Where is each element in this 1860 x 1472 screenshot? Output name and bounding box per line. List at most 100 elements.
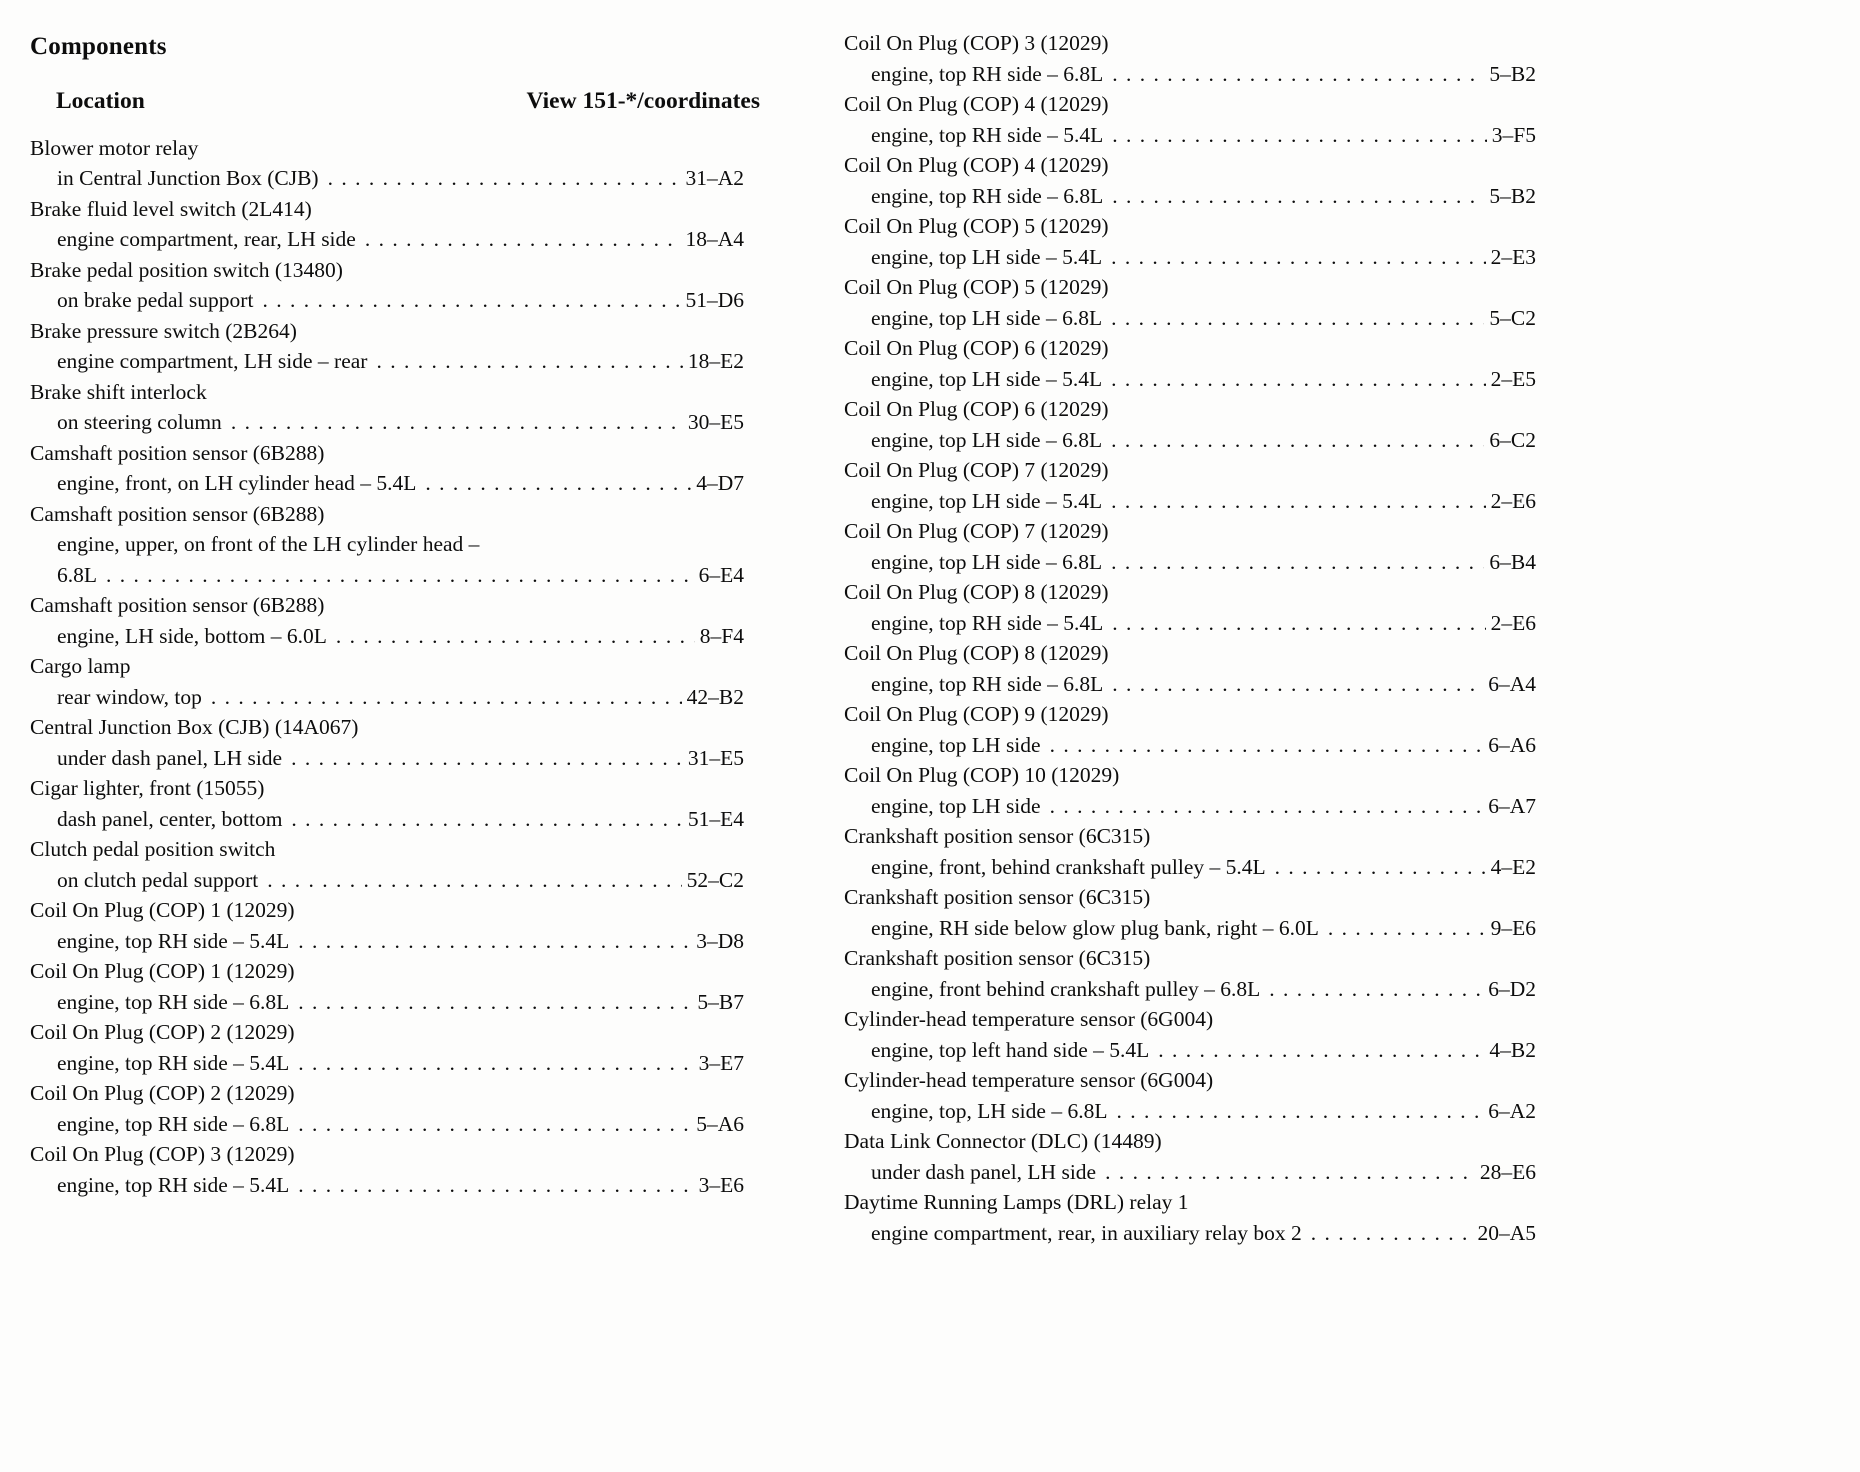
dot-leader: [1112, 59, 1484, 90]
coordinate-value: 4–E2: [1490, 854, 1536, 879]
component-locations: engine, top RH side – 5.4L 3–E7: [30, 1048, 744, 1079]
location-text: engine, top LH side – 6.8L: [871, 305, 1103, 330]
dot-leader: [1112, 120, 1486, 151]
component-entry: Coil On Plug (COP) 5 (12029) engine, top…: [844, 272, 1536, 333]
coordinate-value: 2–E5: [1490, 366, 1536, 391]
location-line: engine, top RH side – 5.4L 2–E6: [844, 608, 1536, 639]
component-name: Coil On Plug (COP) 6 (12029): [844, 397, 1109, 421]
coordinate-value: 31–A2: [685, 166, 744, 190]
location-text: engine compartment, rear, in auxiliary r…: [871, 1220, 1302, 1245]
component-entry: Coil On Plug (COP) 8 (12029) engine, top…: [844, 577, 1536, 638]
location-text: engine, top RH side – 6.8L: [871, 183, 1104, 208]
component-entry: Coil On Plug (COP) 7 (12029) engine, top…: [844, 516, 1536, 577]
location-text: engine, LH side, bottom – 6.0L: [57, 623, 327, 648]
location-line: engine, top RH side – 5.4L 3–E7: [30, 1048, 744, 1079]
location-line: engine, top LH side – 6.8L 6–B4: [844, 547, 1536, 578]
location-text: engine, RH side below glow plug bank, ri…: [871, 915, 1319, 940]
location-text: engine, top LH side – 5.4L: [871, 244, 1103, 269]
location-line: engine, top RH side – 6.8L 5–B2: [844, 181, 1536, 212]
component-name: Camshaft position sensor (6B288): [30, 501, 325, 526]
component-entry: Coil On Plug (COP) 8 (12029) engine, top…: [844, 638, 1536, 699]
component-entry: Brake fluid level switch (2L414) engine …: [30, 194, 744, 255]
component-locations: engine compartment, rear, in auxiliary r…: [844, 1218, 1536, 1249]
component-locations: engine compartment, LH side – rear 18–E2: [30, 346, 744, 377]
component-locations: in Central Junction Box (CJB) 31–A2: [30, 163, 744, 194]
coordinate-value: 6–A7: [1488, 793, 1536, 818]
component-entry: Crankshaft position sensor (6C315) engin…: [844, 821, 1536, 882]
dot-leader: [1158, 1035, 1484, 1066]
component-entry: Coil On Plug (COP) 2 (12029) engine, top…: [30, 1078, 744, 1139]
coordinate-value: 6–C2: [1489, 427, 1536, 452]
dot-leader: [1112, 669, 1483, 700]
location-line: engine, top RH side – 6.8L 5–B2: [844, 59, 1536, 90]
column-header: Location View 151-*/coordinates: [56, 86, 760, 117]
component-name: Coil On Plug (COP) 8 (12029): [844, 580, 1109, 604]
component-name: Coil On Plug (COP) 1 (12029): [30, 898, 295, 922]
coordinate-value: 2–E6: [1490, 488, 1536, 513]
location-text: engine, top LH side – 6.8L: [871, 549, 1103, 574]
location-line: engine compartment, rear, LH side 18–A4: [30, 224, 744, 255]
location-line: engine, front, on LH cylinder head – 5.4…: [30, 468, 744, 499]
coordinate-value: 5–B2: [1489, 61, 1536, 86]
coordinate-value: 31–E5: [687, 745, 744, 770]
left-column: Components Location View 151-*/coordinat…: [30, 28, 760, 1200]
component-entry: Clutch pedal position switch on clutch p…: [30, 834, 744, 895]
component-name: Crankshaft position sensor (6C315): [844, 946, 1151, 970]
dot-leader: [1111, 242, 1486, 273]
dot-leader: [1050, 730, 1484, 761]
coordinate-value: 6–D2: [1488, 976, 1536, 1001]
component-name: Daytime Running Lamps (DRL) relay 1: [844, 1190, 1189, 1214]
location-text: engine, top RH side – 6.8L: [871, 61, 1104, 86]
component-locations: rear window, top 42–B2: [30, 682, 744, 713]
location-line: on clutch pedal support 52–C2: [30, 865, 744, 896]
location-text: engine, top LH side – 5.4L: [871, 488, 1103, 513]
component-entry: Crankshaft position sensor (6C315) engin…: [844, 943, 1536, 1004]
coordinate-value: 5–C2: [1489, 305, 1536, 330]
dot-leader: [1275, 852, 1486, 883]
component-locations: engine, top RH side – 6.8L 5–B7: [30, 987, 744, 1018]
location-text: in Central Junction Box (CJB): [57, 166, 319, 190]
coordinate-value: 5–A6: [696, 1111, 744, 1136]
component-locations: engine, RH side below glow plug bank, ri…: [844, 913, 1536, 944]
dot-leader: [1050, 791, 1484, 822]
dot-leader: [211, 682, 682, 713]
coordinate-value: 2–E3: [1490, 244, 1536, 269]
component-name: Data Link Connector (DLC) (14489): [844, 1129, 1162, 1153]
component-locations: engine, upper, on front of the LH cylind…: [30, 529, 744, 590]
coordinate-value: 18–A4: [685, 227, 744, 251]
location-line: engine, top LH side – 6.8L 6–C2: [844, 425, 1536, 456]
location-text: engine, front behind crankshaft pulley –…: [871, 976, 1261, 1001]
component-name: Camshaft position sensor (6B288): [30, 593, 325, 617]
component-entry: Camshaft position sensor (6B288) engine,…: [30, 590, 744, 651]
component-locations: engine, top left hand side – 5.4L 4–B2: [844, 1035, 1536, 1066]
dot-leader: [262, 285, 680, 316]
coordinate-value: 2–E6: [1490, 610, 1536, 635]
component-entry: Coil On Plug (COP) 4 (12029) engine, top…: [844, 89, 1536, 150]
component-locations: under dash panel, LH side 31–E5: [30, 743, 744, 774]
component-name: Clutch pedal position switch: [30, 837, 276, 861]
location-text: engine, upper, on front of the LH cylind…: [57, 532, 480, 556]
coordinate-value: 42–B2: [686, 684, 744, 709]
component-entry: Coil On Plug (COP) 3 (12029) engine, top…: [30, 1139, 744, 1200]
location-line: engine, top LH side – 5.4L 2–E3: [844, 242, 1536, 273]
location-text: engine, top, LH side – 6.8L: [871, 1098, 1108, 1123]
coordinate-value: 6–A4: [1488, 671, 1536, 696]
dot-leader: [1311, 1218, 1473, 1249]
component-name: Cylinder-head temperature sensor (6G004): [844, 1007, 1214, 1031]
component-name: Coil On Plug (COP) 10 (12029): [844, 763, 1120, 787]
component-entry: Blower motor relay in Central Junction B…: [30, 133, 744, 194]
coordinate-value: 18–E2: [687, 349, 744, 373]
component-locations: engine, top LH side 6–A6: [844, 730, 1536, 761]
view-coordinates-header-label: View 151-*/coordinates: [526, 88, 760, 114]
component-name: Crankshaft position sensor (6C315): [844, 885, 1151, 909]
right-column: Coil On Plug (COP) 3 (12029) engine, top…: [844, 28, 1536, 1248]
component-locations: on clutch pedal support 52–C2: [30, 865, 744, 896]
component-entry: Camshaft position sensor (6B288) engine,…: [30, 438, 744, 499]
dot-leader: [298, 1170, 693, 1201]
dot-leader: [1112, 608, 1485, 639]
component-entry: Coil On Plug (COP) 1 (12029) engine, top…: [30, 895, 744, 956]
component-name: Brake fluid level switch (2L414): [30, 196, 312, 221]
location-text: engine, top LH side: [871, 793, 1041, 818]
location-line: under dash panel, LH side 31–E5: [30, 743, 744, 774]
dot-leader: [365, 224, 681, 255]
